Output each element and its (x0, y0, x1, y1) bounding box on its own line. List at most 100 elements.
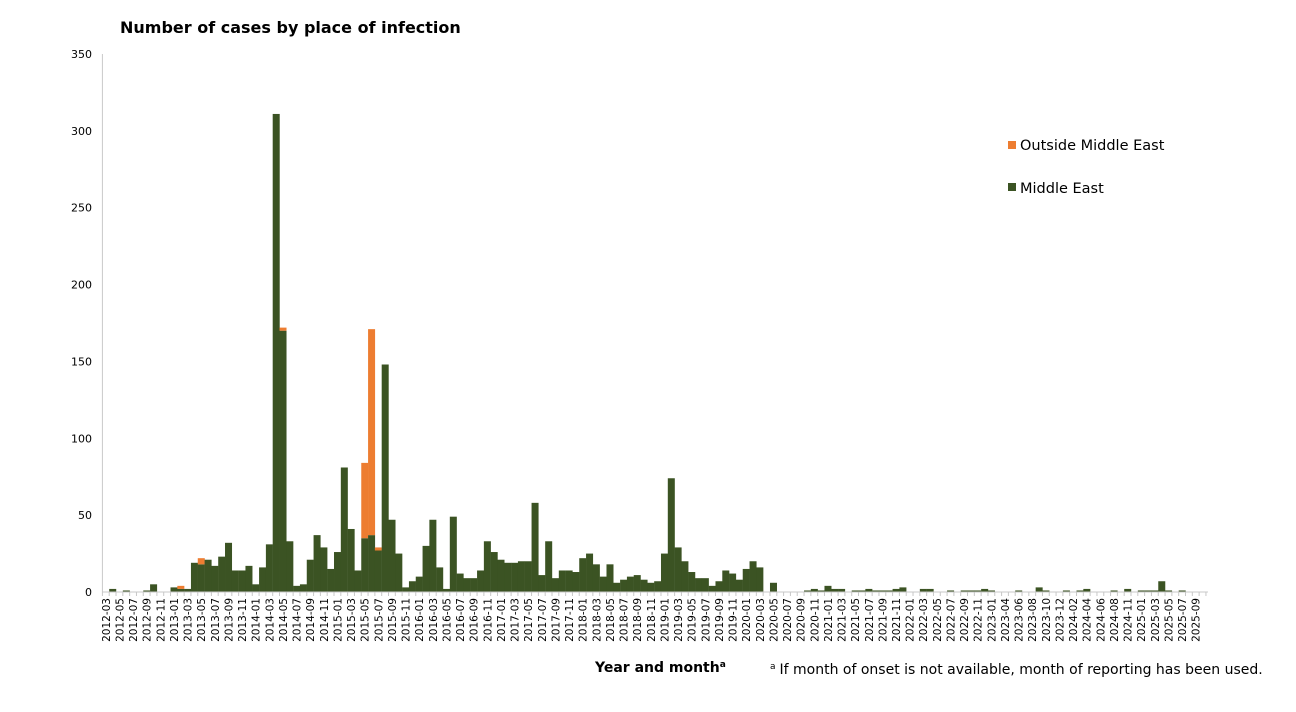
bar-middle-east (422, 545, 430, 592)
bar-middle-east (524, 561, 532, 592)
bar-middle-east (599, 576, 607, 592)
y-tick-label: 300 (71, 125, 92, 138)
bar-middle-east (1124, 588, 1132, 592)
x-tick-label: 2021-03 (837, 598, 849, 642)
bar-middle-east (490, 552, 498, 592)
bar-middle-east (327, 568, 335, 592)
bar-middle-east (572, 572, 580, 592)
bar-middle-east (293, 585, 301, 592)
x-tick-label: 2020-05 (768, 598, 780, 642)
bar-middle-east (838, 588, 846, 592)
bar-middle-east (654, 581, 662, 592)
bar-middle-east (810, 588, 818, 592)
bar-middle-east (674, 547, 682, 592)
x-tick-label: 2014-03 (264, 598, 276, 642)
x-tick-label: 2016-03 (428, 598, 440, 642)
bar-middle-east (443, 588, 451, 592)
x-tick-label: 2017-07 (537, 598, 549, 642)
bar-middle-east (504, 562, 512, 592)
bar-middle-east (170, 587, 178, 592)
bar-middle-east (974, 590, 982, 592)
y-tick-label: 150 (71, 355, 92, 368)
x-tick-label: 2024-02 (1068, 598, 1080, 642)
x-tick-label: 2013-03 (183, 598, 195, 642)
x-tick-label: 2021-11 (891, 598, 903, 642)
bar-middle-east (190, 562, 198, 592)
y-tick-label: 100 (71, 432, 92, 445)
x-tick-label: 2015-05 (360, 598, 372, 642)
x-tick-label: 2024-08 (1109, 598, 1121, 642)
y-tick-label: 250 (71, 202, 92, 215)
x-tick-label: 2017-09 (550, 598, 562, 642)
bar-middle-east (1076, 590, 1084, 592)
bar-middle-east (981, 588, 989, 592)
footnote: a If month of onset is not available, mon… (770, 662, 1263, 678)
bar-middle-east (122, 590, 130, 592)
bar-middle-east (231, 570, 239, 592)
x-tick-label: 2016-09 (469, 598, 481, 642)
bar-middle-east (109, 588, 117, 592)
chart-title: Number of cases by place of infection (120, 18, 461, 37)
footnote-marker: a (770, 662, 776, 672)
bar-middle-east (252, 584, 260, 592)
x-tick-label: 2023-08 (1027, 598, 1039, 642)
x-tick-label: 2018-01 (578, 598, 590, 642)
bar-middle-east (402, 587, 410, 592)
bar-middle-east (334, 552, 342, 592)
bar-middle-east (463, 578, 471, 592)
bar-middle-east (470, 578, 478, 592)
x-tick-label: 2014-11 (319, 598, 331, 642)
bars (109, 113, 1186, 592)
x-tick-label: 2013-01 (169, 598, 181, 642)
x-tick-label: 2019-11 (728, 598, 740, 642)
x-tick-label: 2020-07 (782, 598, 794, 642)
x-tick-label: 2019-09 (714, 598, 726, 642)
bar-middle-east (565, 570, 573, 592)
bar-middle-east (620, 579, 628, 592)
x-tick-label: 2012-09 (142, 598, 154, 642)
x-axis: 2012-03 2012-05 2012-07 2012-09 2012-11 2013-… (101, 591, 1208, 642)
bar-outside-middle-east (279, 327, 287, 331)
bar-middle-east (987, 590, 995, 592)
bar-middle-east (892, 588, 900, 592)
bar-middle-east (279, 330, 287, 592)
x-tick-label: 2016-11 (482, 598, 494, 642)
bar-middle-east (218, 556, 226, 592)
bar-middle-east (885, 590, 893, 592)
bar-middle-east (211, 565, 219, 592)
bar-middle-east (824, 585, 832, 592)
bar-middle-east (1165, 590, 1173, 592)
x-tick-label: 2016-07 (455, 598, 467, 642)
bar-middle-east (313, 535, 321, 592)
y-tick-label: 200 (71, 279, 92, 292)
bar-middle-east (558, 570, 566, 592)
x-tick-label: 2025-09 (1191, 598, 1203, 642)
bar-middle-east (511, 562, 519, 592)
bar-middle-east (436, 567, 444, 592)
bar-middle-east (613, 582, 621, 592)
bar-middle-east (197, 564, 205, 592)
bar-middle-east (456, 573, 464, 592)
x-axis-title-superscript: a (720, 660, 726, 670)
bar-middle-east (1015, 590, 1023, 592)
x-tick-label: 2012-11 (155, 598, 167, 642)
bar-middle-east (701, 578, 709, 592)
bar-middle-east (381, 364, 389, 592)
x-tick-label: 2014-07 (292, 598, 304, 642)
bar-middle-east (395, 553, 403, 592)
x-tick-label: 2012-05 (114, 598, 126, 642)
bar-middle-east (204, 559, 212, 592)
x-tick-label: 2023-06 (1014, 598, 1026, 642)
bar-middle-east (1144, 590, 1152, 592)
x-tick-label: 2022-11 (973, 598, 985, 642)
bar-middle-east (415, 576, 423, 592)
bar-outside-middle-east (374, 547, 382, 551)
x-tick-label: 2012-03 (101, 598, 113, 642)
x-tick-label: 2018-09 (632, 598, 644, 642)
legend: Outside Middle East Middle East (1008, 138, 1165, 197)
bar-middle-east (592, 564, 600, 592)
bar-middle-east (626, 576, 634, 592)
bar-middle-east (408, 581, 416, 592)
legend-label-middle-east: Middle East (1020, 181, 1104, 197)
bar-middle-east (960, 590, 968, 592)
